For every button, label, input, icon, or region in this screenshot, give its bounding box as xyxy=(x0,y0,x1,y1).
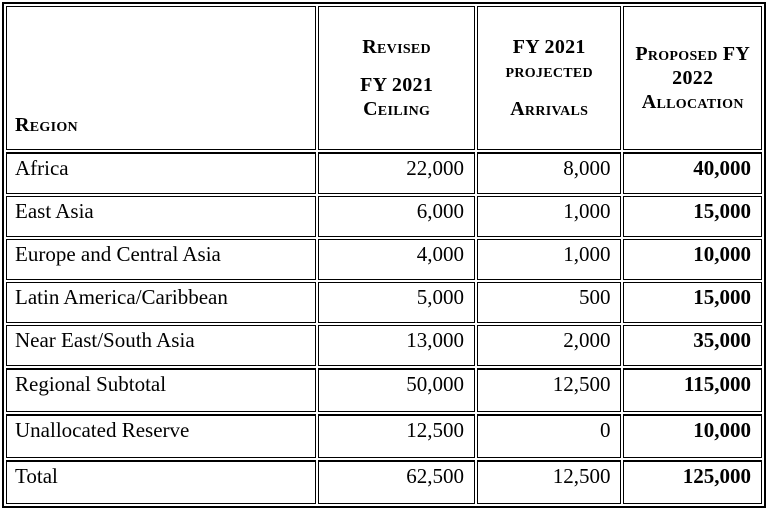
header-line: Allocation xyxy=(641,91,744,113)
header-line: Arrivals xyxy=(510,98,589,120)
region-cell: Africa xyxy=(6,152,317,194)
allocation-cell: 10,000 xyxy=(623,414,762,458)
ceiling-cell: 4,000 xyxy=(318,239,475,280)
table-row-unallocated-reserve: Unallocated Reserve 12,500 0 10,000 xyxy=(6,414,762,458)
header-line: Revised xyxy=(362,36,431,58)
region-cell: Latin America/Caribbean xyxy=(6,282,317,323)
header-line: projected xyxy=(505,60,593,82)
region-cell: Total xyxy=(6,460,317,504)
allocation-cell: 125,000 xyxy=(623,460,762,504)
column-header-region: Region xyxy=(6,6,317,150)
ceiling-cell: 5,000 xyxy=(318,282,475,323)
ceiling-cell: 6,000 xyxy=(318,196,475,237)
arrivals-cell: 12,500 xyxy=(476,368,622,412)
column-header-proposed-fy2022-allocation: Proposed FY 2022 Allocation xyxy=(623,6,762,150)
region-header-label: Region xyxy=(15,114,78,136)
ceiling-cell: 50,000 xyxy=(318,368,475,412)
table-row-europe-central-asia: Europe and Central Asia 4,000 1,000 10,0… xyxy=(6,239,762,280)
column-header-revised-fy2021-ceiling: Revised FY 2021 Ceiling xyxy=(318,6,475,150)
table-header-row: Region Revised FY 2021 Ceiling FY 2021 p… xyxy=(6,6,762,150)
header-line: 2022 xyxy=(672,67,714,89)
allocation-cell: 35,000 xyxy=(623,325,762,366)
arrivals-cell: 8,000 xyxy=(476,152,622,194)
ceiling-cell: 22,000 xyxy=(318,152,475,194)
table-row-total: Total 62,500 12,500 125,000 xyxy=(6,460,762,504)
arrivals-cell: 2,000 xyxy=(476,325,622,366)
allocation-cell: 40,000 xyxy=(623,152,762,194)
header-line: FY 2021 xyxy=(360,74,434,96)
arrivals-cell: 500 xyxy=(476,282,622,323)
table-row-near-east-south-asia: Near East/South Asia 13,000 2,000 35,000 xyxy=(6,325,762,366)
column-header-fy2021-projected-arrivals: FY 2021 projected Arrivals xyxy=(476,6,622,150)
arrivals-cell: 1,000 xyxy=(476,239,622,280)
allocation-cell: 10,000 xyxy=(623,239,762,280)
region-cell: Europe and Central Asia xyxy=(6,239,317,280)
ceiling-cell: 62,500 xyxy=(318,460,475,504)
header-line: Ceiling xyxy=(363,98,431,120)
ceiling-cell: 13,000 xyxy=(318,325,475,366)
arrivals-cell: 0 xyxy=(476,414,622,458)
allocation-cell: 115,000 xyxy=(623,368,762,412)
table-row-africa: Africa 22,000 8,000 40,000 xyxy=(6,152,762,194)
region-cell: Regional Subtotal xyxy=(6,368,317,412)
table-row-east-asia: East Asia 6,000 1,000 15,000 xyxy=(6,196,762,237)
arrivals-cell: 12,500 xyxy=(476,460,622,504)
table-row-regional-subtotal: Regional Subtotal 50,000 12,500 115,000 xyxy=(6,368,762,412)
ceiling-cell: 12,500 xyxy=(318,414,475,458)
arrivals-cell: 1,000 xyxy=(476,196,622,237)
header-line: FY 2021 xyxy=(512,36,586,58)
region-cell: East Asia xyxy=(6,196,317,237)
allocation-cell: 15,000 xyxy=(623,196,762,237)
table-row-latin-america-caribbean: Latin America/Caribbean 5,000 500 15,000 xyxy=(6,282,762,323)
region-cell: Unallocated Reserve xyxy=(6,414,317,458)
allocation-cell: 15,000 xyxy=(623,282,762,323)
region-cell: Near East/South Asia xyxy=(6,325,317,366)
header-line: Proposed FY xyxy=(635,43,751,65)
